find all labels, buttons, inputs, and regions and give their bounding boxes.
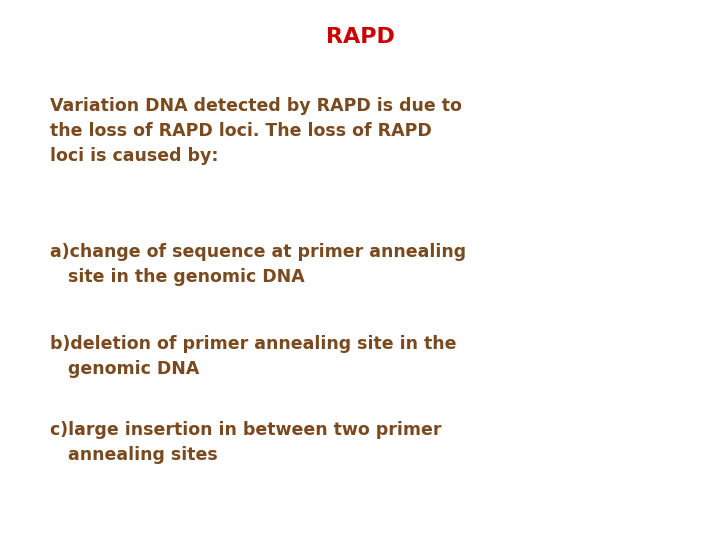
Text: b)deletion of primer annealing site in the
   genomic DNA: b)deletion of primer annealing site in t…	[50, 335, 457, 378]
Text: RAPD: RAPD	[325, 27, 395, 47]
Text: a)change of sequence at primer annealing
   site in the genomic DNA: a)change of sequence at primer annealing…	[50, 243, 467, 286]
Text: c)large insertion in between two primer
   annealing sites: c)large insertion in between two primer …	[50, 421, 442, 464]
Text: Variation DNA detected by RAPD is due to
the loss of RAPD loci. The loss of RAPD: Variation DNA detected by RAPD is due to…	[50, 97, 462, 165]
